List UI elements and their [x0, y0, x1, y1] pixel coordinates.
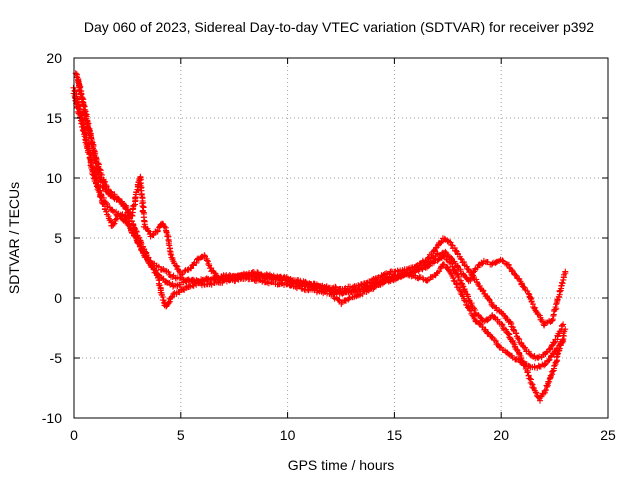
series-2-markers [72, 70, 567, 362]
y-tick-label: 15 [46, 110, 62, 126]
series-4 [75, 77, 569, 329]
series-1-markers [70, 84, 569, 404]
series-1 [70, 84, 569, 404]
y-tick-label: -10 [42, 410, 62, 426]
data-series-group [70, 70, 569, 404]
x-tick-label: 20 [493, 427, 509, 443]
y-tick-label: 20 [46, 50, 62, 66]
series-2 [72, 70, 567, 362]
y-tick-label: -5 [50, 350, 63, 366]
y-tick-label: 0 [54, 290, 62, 306]
chart-title: Day 060 of 2023, Sidereal Day-to-day VTE… [84, 19, 594, 35]
x-tick-label: 10 [280, 427, 296, 443]
x-tick-label: 25 [600, 427, 616, 443]
x-tick-label: 0 [70, 427, 78, 443]
x-axis-label: GPS time / hours [288, 457, 395, 473]
axis-ticks: 0 5 10 15 20 25 -10 -5 0 5 10 15 20 [42, 50, 616, 443]
y-axis-label: SDTVAR / TECUs [6, 182, 22, 294]
x-tick-label: 15 [387, 427, 403, 443]
series-4-markers [75, 77, 569, 329]
y-tick-label: 10 [46, 170, 62, 186]
y-tick-label: 5 [54, 230, 62, 246]
x-tick-label: 5 [177, 427, 185, 443]
